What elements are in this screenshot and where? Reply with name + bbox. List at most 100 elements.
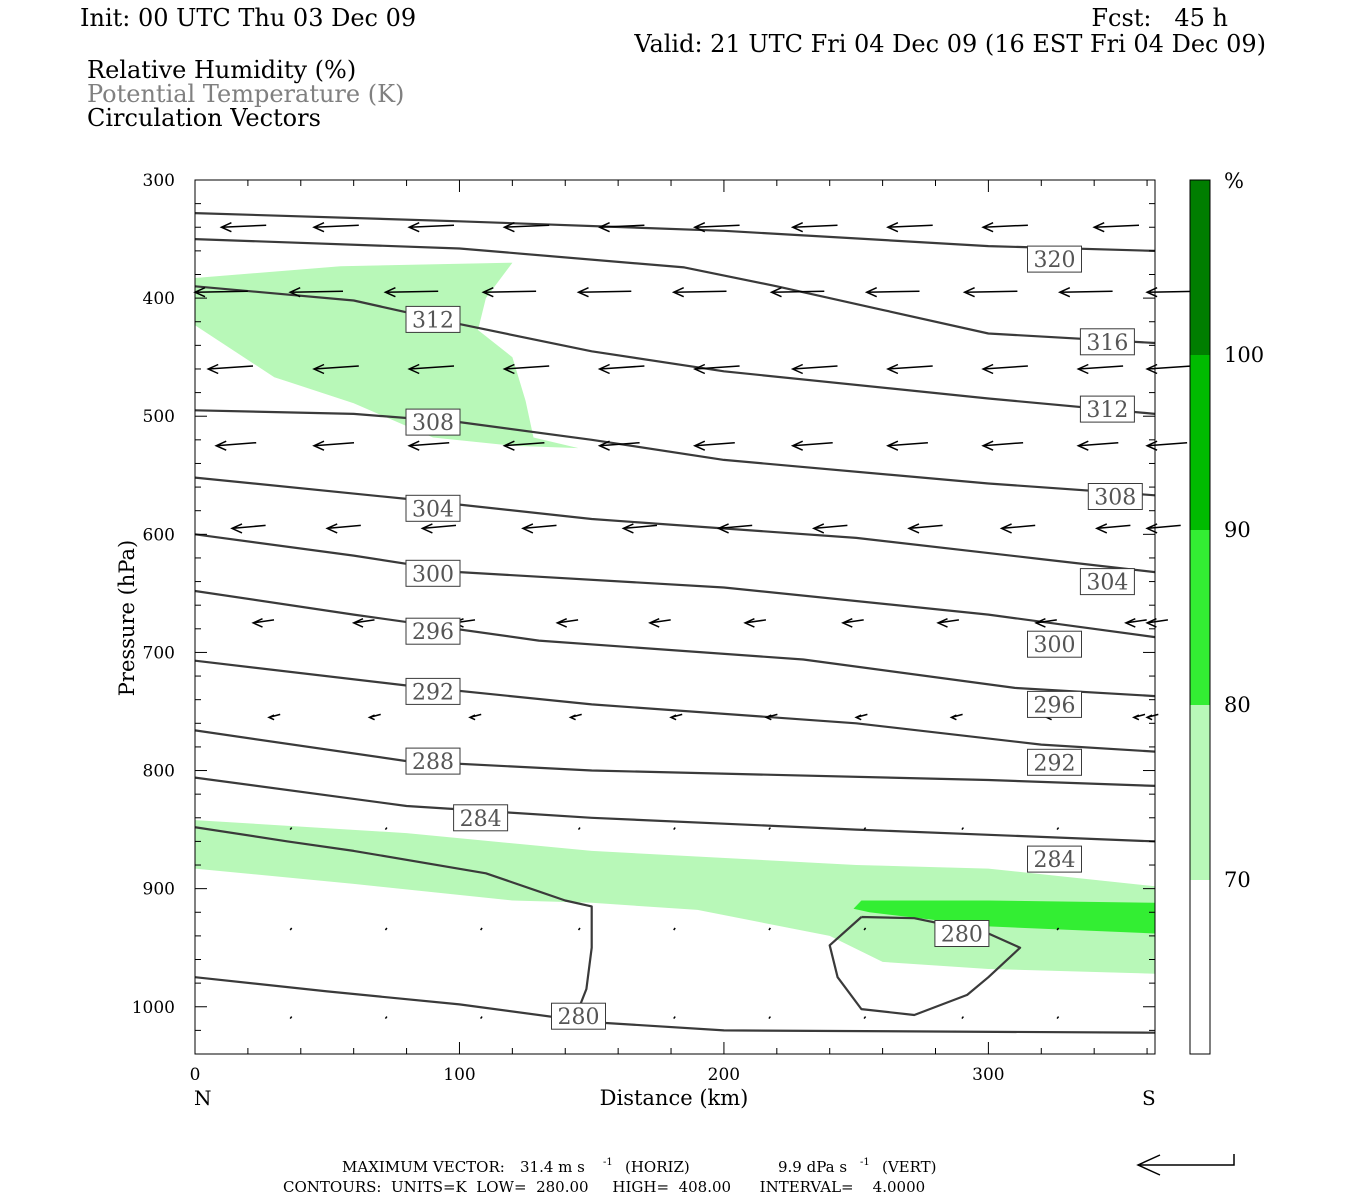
- contour-label-4-0: 304: [412, 497, 454, 522]
- wind-vector-6-1: [367, 713, 381, 721]
- wind-vector-3-1: [312, 440, 355, 451]
- y-tick-label-400: 400: [143, 289, 175, 309]
- theta-contour-312-2: [195, 285, 1155, 415]
- max-vector-horiz-value: 31.4 m s: [520, 1158, 585, 1176]
- contour-label-1-0: 316: [1086, 331, 1128, 356]
- contour-label-box-4-0: [405, 494, 461, 522]
- wind-vector-9-1: [384, 1016, 388, 1020]
- wind-vector-1-7: [864, 287, 920, 298]
- max-vector-horiz-exponent: -1: [603, 1157, 613, 1168]
- reference-vector: [1136, 1154, 1235, 1176]
- wind-vector-4-4: [621, 523, 658, 534]
- colorbar-level-100: 100: [1224, 343, 1264, 367]
- y-tick-label-700: 700: [143, 643, 175, 663]
- y-tick-label-600: 600: [143, 525, 175, 545]
- wind-vector-0-8: [981, 222, 1028, 233]
- forecast-hour: Fcst: 45 h: [1091, 4, 1228, 32]
- wind-vector-2-8: [981, 363, 1028, 375]
- contour-label-box-2-1: [1079, 395, 1135, 423]
- max-vector-vert-exponent: -1: [860, 1157, 870, 1168]
- wind-vector-6-6: [854, 713, 868, 721]
- contour-label-layer: 320 316 312 312 308 308 304 304 300 300 296 296 292 2…: [405, 245, 1143, 1030]
- y-tick-label-800: 800: [143, 762, 175, 782]
- contour-label-8-0: 288: [412, 750, 454, 775]
- contour-label-box-4-1: [1079, 568, 1135, 596]
- wind-vector-4-3: [521, 523, 557, 534]
- wind-vector-2-1: [312, 363, 359, 375]
- wind-vector-0-2: [407, 222, 455, 233]
- wind-vector-5-9: [1124, 618, 1147, 628]
- wind-vector-2-4: [597, 363, 645, 375]
- max-vector-horiz-tag: (HORIZ): [625, 1158, 690, 1176]
- wind-vector-1-1: [288, 287, 344, 298]
- wind-vector-5-4: [648, 618, 671, 628]
- footer: MAXIMUM VECTOR: 31.4 m s -1 (HORIZ) 9.9 …: [283, 1157, 937, 1196]
- axis-tick-layer: 300 400 500 600 700 800 900 1000 0 100 200 300: [132, 171, 1155, 1085]
- wind-vector-8-1: [384, 927, 388, 931]
- wind-vector-6-10: [1145, 713, 1159, 721]
- contour-label-7-0: 292: [412, 680, 454, 705]
- wind-vector-2-6: [790, 363, 838, 375]
- wind-vector-5-10: [1145, 618, 1169, 628]
- legend-rh: Relative Humidity (%): [87, 56, 357, 84]
- wind-vector-1-8: [962, 287, 1018, 298]
- wind-vector-2-5: [692, 363, 740, 375]
- colorbar: % 100 90 80 70: [1189, 169, 1264, 1055]
- wind-vector-0-0: [219, 222, 267, 233]
- wind-vector-0-9: [1092, 222, 1140, 233]
- colorbar-level-80: 80: [1224, 693, 1251, 717]
- colorbar-level-70: 70: [1224, 868, 1251, 892]
- contour-label-5-0: 300: [412, 562, 454, 587]
- wind-vector-1-4: [576, 287, 632, 298]
- theta-contour-300-5: [195, 533, 1155, 639]
- x-axis-title: Distance (km): [600, 1086, 749, 1110]
- wind-vector-4-9: [1094, 523, 1131, 534]
- wind-vector-2-0: [206, 363, 254, 375]
- contour-label-box-5-1: [1027, 630, 1082, 658]
- wind-vector-6-9: [1131, 713, 1146, 721]
- wind-vector-7-7: [961, 827, 964, 831]
- wind-vector-0-1: [312, 222, 359, 233]
- wind-vector-3-7: [886, 440, 928, 451]
- theta-contour-284-9: [195, 776, 1155, 843]
- wind-vector-6-4: [669, 713, 683, 721]
- contour-label-7-1: 292: [1034, 751, 1076, 776]
- theta-contour-292-7: [195, 659, 1155, 753]
- wind-vector-4-6: [811, 523, 848, 534]
- wind-vector-4-7: [907, 523, 943, 534]
- wind-vector-1-2: [383, 287, 439, 298]
- wind-vector-9-4: [673, 1016, 676, 1020]
- wind-vector-6-2: [468, 713, 482, 721]
- wind-vector-5-7: [936, 618, 960, 628]
- contour-label-box-2-0: [405, 305, 461, 333]
- rh-area-80-90-2: [853, 900, 1155, 934]
- wind-vector-9-2: [480, 1016, 483, 1020]
- wind-vector-7-0: [289, 827, 293, 831]
- contour-label-3-0: 308: [412, 411, 454, 436]
- wind-vector-4-1: [325, 523, 361, 534]
- contour-label-box-1-0: [1079, 328, 1135, 356]
- wind-vector-7-3: [577, 827, 581, 831]
- wind-vector-0-5: [692, 222, 740, 233]
- wind-vector-8-8: [1056, 927, 1060, 931]
- contour-label-6-1: 296: [1034, 693, 1076, 718]
- x-tick-label-200: 200: [708, 1065, 740, 1085]
- wind-vector-1-6: [769, 287, 825, 298]
- contour-label-box-12-0: [934, 920, 990, 947]
- wind-vector-8-0: [289, 927, 293, 931]
- wind-vector-6-7: [949, 713, 963, 721]
- colorbar-unit: %: [1224, 169, 1244, 193]
- wind-vector-0-7: [886, 222, 933, 233]
- wind-vector-8-5: [768, 927, 771, 931]
- contour-label-box-11-0: [551, 1002, 606, 1030]
- wind-vector-9-6: [863, 1016, 867, 1020]
- theta-contour-280-10: [195, 826, 593, 1010]
- wind-vector-4-2: [420, 523, 457, 534]
- wind-vector-2-3: [502, 363, 550, 375]
- wind-vector-3-3: [502, 440, 545, 451]
- theta-contour-316-1: [195, 238, 1155, 345]
- wind-vector-4-0: [230, 523, 266, 534]
- wind-vector-7-8: [1056, 827, 1060, 831]
- contour-label-3-1: 308: [1094, 486, 1136, 511]
